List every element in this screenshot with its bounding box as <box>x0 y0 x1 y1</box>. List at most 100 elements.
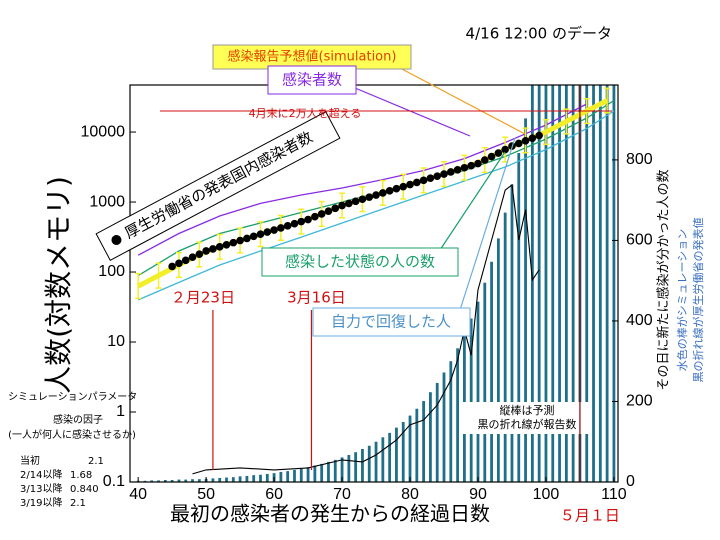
bar <box>361 448 364 482</box>
x-tick-label: 90 <box>469 486 487 503</box>
reference-label: 4月末に2万人を超える <box>249 106 362 120</box>
data-point <box>460 163 469 172</box>
callout-label: 感染報告予想値(simulation) <box>228 49 397 65</box>
data-point <box>521 136 530 145</box>
bar <box>333 459 337 482</box>
data-point <box>419 176 428 185</box>
data-point <box>399 182 408 191</box>
data-point <box>222 240 231 249</box>
bar <box>265 473 269 482</box>
bar <box>408 415 412 482</box>
param-label: 当初 <box>20 454 40 467</box>
data-point <box>365 193 374 201</box>
data-point <box>277 224 285 232</box>
y2-axis-label: その日に新たに感染が分かった人の数 <box>656 169 672 390</box>
callout: 厚生労働省の発表国内感染者数 <box>95 111 341 261</box>
data-point <box>297 217 306 226</box>
bar <box>211 478 215 482</box>
bar <box>585 85 589 482</box>
data-point <box>195 250 204 258</box>
data-point <box>372 191 380 199</box>
bar <box>231 477 235 482</box>
arrow <box>439 151 506 251</box>
param-label: 3/19以降 <box>20 496 62 509</box>
data-point <box>283 222 292 230</box>
callout-label: 感染した状態の人の数 <box>285 253 435 271</box>
bar <box>544 85 548 482</box>
plot-frame <box>129 84 619 483</box>
x-tick-label: 70 <box>333 486 351 503</box>
bar <box>163 479 167 482</box>
series-line <box>137 103 587 256</box>
x-tick-label: 50 <box>197 486 215 503</box>
data-point <box>236 236 244 245</box>
bar <box>150 480 154 482</box>
bar <box>170 479 174 482</box>
x-tick-label: 110 <box>601 486 627 503</box>
y-tick-label: 10 <box>107 333 125 350</box>
bar <box>435 382 439 482</box>
y-tick-label: 0.1 <box>103 473 125 490</box>
bar <box>449 361 453 482</box>
data-point <box>324 207 333 215</box>
param-value: 2.1 <box>70 498 86 509</box>
data-point <box>358 195 367 204</box>
bar <box>612 85 616 482</box>
callout-box <box>267 65 357 95</box>
data-point <box>270 226 278 234</box>
param-value: 1.68 <box>70 470 92 481</box>
data-point <box>426 174 435 183</box>
y2-tick-label: 400 <box>626 312 653 329</box>
y2-tick-label: 0 <box>626 473 635 490</box>
bar <box>306 467 310 482</box>
bar <box>510 184 514 482</box>
data-point <box>351 197 360 206</box>
data-point <box>168 262 176 271</box>
bar <box>476 301 480 482</box>
x-tick-label: 60 <box>265 486 283 503</box>
data-point <box>413 178 421 187</box>
data-point <box>181 256 190 265</box>
data-point <box>474 159 482 168</box>
bar <box>177 479 181 482</box>
y-tick-label: 1 <box>116 403 125 420</box>
data-point <box>202 247 210 255</box>
bar <box>571 85 575 482</box>
bar <box>388 432 392 482</box>
param-value: 0.840 <box>70 484 99 495</box>
bar <box>429 392 432 482</box>
bar <box>143 480 147 482</box>
y-tick-label: 100 <box>98 263 125 280</box>
param-value: 2.1 <box>88 456 104 467</box>
x-tick-label: 80 <box>401 486 419 503</box>
data-point <box>209 245 217 253</box>
right-note: 水色の棒がシミュレーション <box>675 229 689 372</box>
note-box <box>463 402 590 434</box>
y2-tick-label: 800 <box>626 151 653 168</box>
bar <box>422 401 426 482</box>
series-line <box>137 110 615 301</box>
x-tick-label: 40 <box>129 486 147 503</box>
bar <box>401 422 405 482</box>
y-axis-label: 人数(対数メモリ) <box>42 176 75 394</box>
param-note: (一人が何人に感染させるか) <box>8 428 136 441</box>
param-table: 当初 2.1 2/14以降 1.68 3/13以降 0.840 3/19以降 2.1 <box>20 454 104 509</box>
arrow <box>399 67 526 135</box>
data-point <box>263 228 272 236</box>
param-title: シミュレーションパラメータ <box>8 391 137 403</box>
bar <box>395 427 398 482</box>
param-label: 2/14以降 <box>20 468 62 481</box>
callout-box <box>95 111 341 261</box>
bar <box>490 261 493 482</box>
bar <box>381 437 385 482</box>
right-note: 黒の折れ線が厚生労働省の発表値 <box>691 218 705 383</box>
bar <box>238 476 242 482</box>
data-point <box>256 230 265 239</box>
data-point <box>379 189 387 197</box>
data-point <box>392 184 401 193</box>
y-tick-label: 1000 <box>89 193 125 210</box>
reference-label: ２月23日 <box>171 289 235 307</box>
y-tick-label: 10000 <box>81 123 126 140</box>
bar <box>313 465 317 482</box>
data-point <box>188 253 197 261</box>
